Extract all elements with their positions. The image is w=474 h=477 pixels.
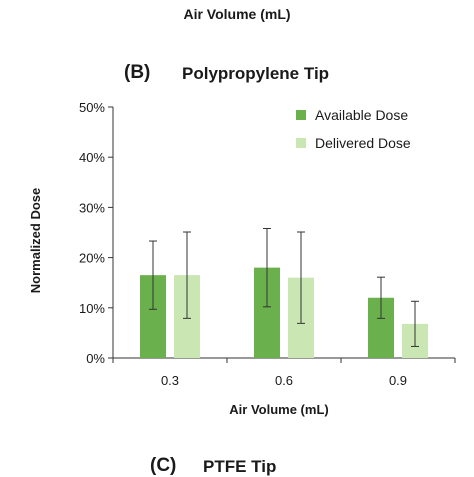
legend-label: Available Dose bbox=[315, 107, 408, 123]
y-tick-label: 20% bbox=[79, 251, 105, 266]
x-axis-title: Air Volume (mL) bbox=[229, 402, 328, 417]
y-tick-label: 50% bbox=[79, 100, 105, 115]
next-panel-title: PTFE Tip bbox=[203, 457, 277, 476]
legend-label: Delivered Dose bbox=[315, 135, 411, 151]
x-tick-label: 0.3 bbox=[161, 373, 179, 388]
x-tick-label: 0.9 bbox=[389, 373, 407, 388]
legend-swatch bbox=[296, 138, 306, 148]
y-tick-label: 10% bbox=[79, 301, 105, 316]
panel-letter: (B) bbox=[124, 62, 151, 83]
x-tick-label: 0.6 bbox=[275, 373, 293, 388]
y-axis-title: Normalized Dose bbox=[28, 188, 43, 293]
next-panel-letter: (C) bbox=[150, 455, 177, 476]
y-tick-label: 0% bbox=[86, 351, 105, 366]
y-tick-label: 30% bbox=[79, 200, 105, 215]
top-caption: Air Volume (mL) bbox=[183, 6, 291, 22]
y-tick-label: 40% bbox=[79, 150, 105, 165]
legend-swatch bbox=[296, 110, 306, 120]
chart-title: Polypropylene Tip bbox=[182, 64, 330, 83]
